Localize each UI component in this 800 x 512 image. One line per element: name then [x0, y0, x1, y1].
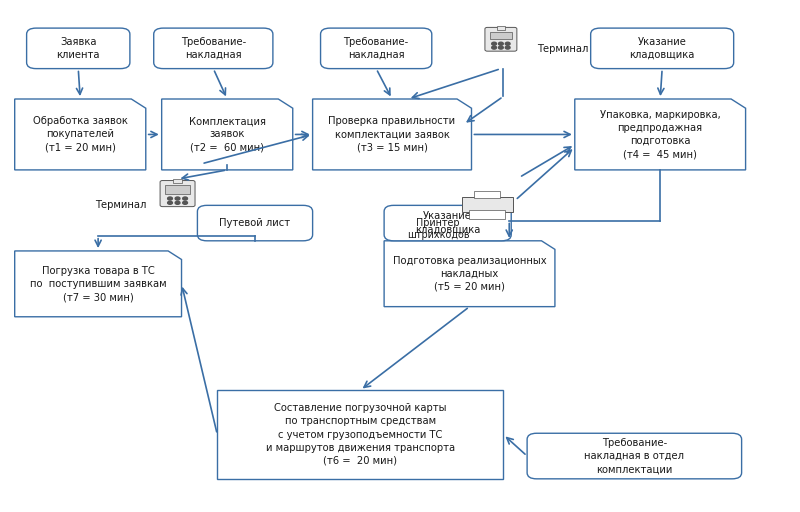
Text: Проверка правильности
комплектации заявок
(т3 = 15 мин): Проверка правильности комплектации заяво…: [329, 116, 456, 153]
Text: Указание
кладовщика: Указание кладовщика: [630, 37, 695, 60]
Text: Погрузка товара в ТС
по  поступившим заявкам
(т7 = 30 мин): Погрузка товара в ТС по поступившим заяв…: [30, 266, 166, 302]
Polygon shape: [14, 251, 182, 317]
Bar: [497, 26, 505, 30]
Text: Принтер
штрихкодов: Принтер штрихкодов: [407, 218, 470, 240]
Text: Терминал: Терминал: [94, 200, 146, 210]
Circle shape: [498, 46, 503, 49]
Circle shape: [168, 197, 172, 200]
Bar: [490, 32, 512, 39]
Text: Терминал: Терминал: [537, 45, 588, 54]
FancyBboxPatch shape: [154, 28, 273, 69]
FancyBboxPatch shape: [321, 28, 432, 69]
Polygon shape: [14, 99, 146, 170]
Text: Упаковка, маркировка,
предпродажная
подготовка
(т4 =  45 мин): Упаковка, маркировка, предпродажная подг…: [600, 110, 721, 159]
Circle shape: [492, 42, 497, 45]
FancyBboxPatch shape: [160, 181, 195, 207]
Text: Подготовка реализационных
накладных
(т5 = 20 мин): Подготовка реализационных накладных (т5 …: [393, 255, 546, 292]
FancyBboxPatch shape: [26, 28, 130, 69]
Bar: [462, 197, 514, 212]
Text: Требование-
накладная: Требование- накладная: [343, 37, 409, 60]
FancyBboxPatch shape: [384, 205, 511, 241]
Bar: [474, 190, 500, 198]
Polygon shape: [162, 99, 293, 170]
Polygon shape: [384, 241, 555, 307]
Text: Указание
кладовщика: Указание кладовщика: [415, 211, 480, 234]
FancyBboxPatch shape: [485, 27, 517, 51]
FancyBboxPatch shape: [527, 433, 742, 479]
Circle shape: [168, 201, 172, 204]
Bar: [173, 179, 182, 183]
FancyBboxPatch shape: [590, 28, 734, 69]
Circle shape: [498, 42, 503, 45]
Text: Комплектация
заявок
(т2 =  60 мин): Комплектация заявок (т2 = 60 мин): [189, 116, 266, 153]
Text: Требование-
накладная в отдел
комплектации: Требование- накладная в отдел комплектац…: [584, 438, 684, 474]
Text: Требование-
накладная: Требование- накладная: [181, 37, 246, 60]
Circle shape: [175, 201, 180, 204]
Circle shape: [175, 197, 180, 200]
Bar: [166, 185, 190, 194]
Circle shape: [182, 197, 187, 200]
Bar: [218, 390, 503, 479]
FancyBboxPatch shape: [198, 205, 313, 241]
Text: Составление погрузочной карты
по транспортным средствам
с учетом грузоподъемност: Составление погрузочной карты по транспо…: [266, 403, 455, 466]
Bar: [470, 209, 506, 219]
Polygon shape: [574, 99, 746, 170]
Circle shape: [492, 46, 497, 49]
Text: Обработка заявок
покупателей
(т1 = 20 мин): Обработка заявок покупателей (т1 = 20 ми…: [33, 116, 128, 153]
Circle shape: [506, 42, 510, 45]
Polygon shape: [313, 99, 471, 170]
Text: Заявка
клиента: Заявка клиента: [57, 37, 100, 60]
Text: Путевой лист: Путевой лист: [219, 218, 290, 228]
Circle shape: [506, 46, 510, 49]
Circle shape: [182, 201, 187, 204]
